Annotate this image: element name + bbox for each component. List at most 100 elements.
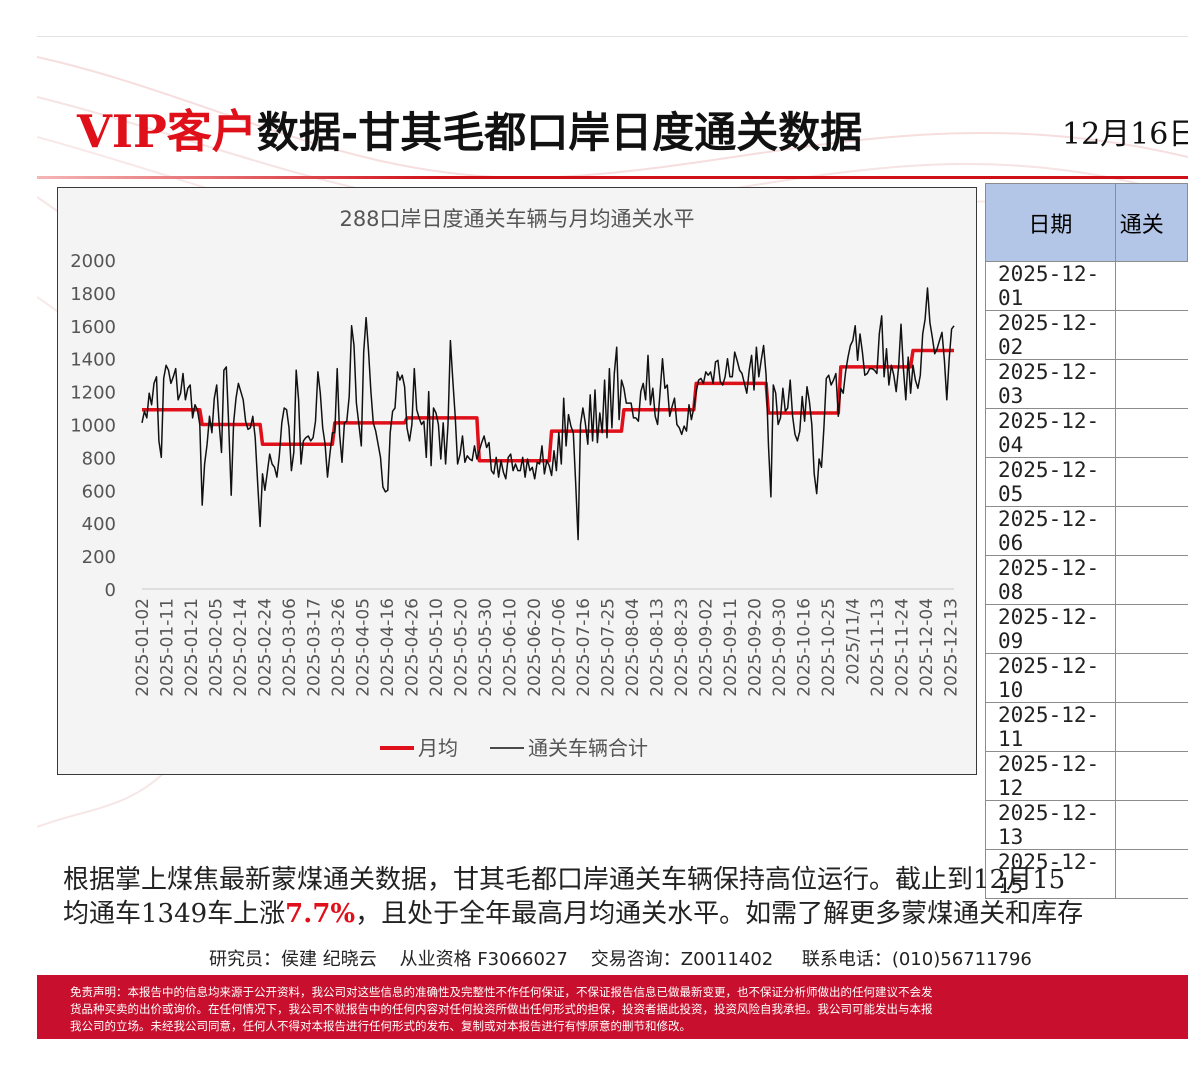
row-date: 2025-12-13 [985, 800, 1116, 850]
legend-label-monthly-avg: 月均 [418, 736, 458, 760]
x-tick-label: 2025-07-06 [550, 598, 570, 697]
x-tick-label: 2025-03-17 [305, 598, 325, 697]
series-line-monthly-avg [142, 348, 954, 463]
row-date: 2025-12-03 [985, 359, 1116, 409]
row-count [1114, 849, 1188, 899]
row-date: 2025-12-01 [985, 261, 1116, 311]
y-tick-label: 400 [82, 514, 116, 535]
y-tick-label: 2000 [70, 251, 116, 272]
line-chart: 288口岸日度通关车辆与月均通关水平 0 200 400 600 800 1000 1200 1… [70, 207, 962, 760]
x-tick-label: 2025-03-26 [329, 598, 349, 697]
disclaimer-line-2: 货品种买卖的出价或询价。在任何情况下，我公司不就报告中的任何内容对任何投资所做出… [70, 1002, 933, 1016]
legend-label-daily-total: 通关车辆合计 [528, 736, 648, 760]
x-tick-label: 2025-07-16 [574, 598, 594, 697]
table-row: 2025-12-13 [985, 800, 1188, 850]
x-tick-label: 2025-01-11 [158, 598, 178, 697]
summary-text-a: 均通车1349车上涨 [63, 899, 286, 929]
row-count [1114, 555, 1188, 605]
y-tick-label: 1000 [70, 416, 116, 437]
x-tick-label: 2025-03-06 [280, 598, 300, 697]
x-tick-label: 2025-12-13 [942, 598, 962, 697]
y-tick-label: 1200 [70, 383, 116, 404]
x-tick-label: 2025-08-23 [672, 598, 692, 697]
customs-table: 日期 通关 2025-12-01 2025-12-02 2025-12-03 2025… [985, 183, 1188, 899]
row-date: 2025-12-02 [985, 310, 1116, 360]
title-rule [37, 176, 1188, 179]
disclaimer-footer: 免责声明：本报告中的信息均来源于公开资料，我公司对这些信息的准确性及完整性不作任… [37, 975, 1188, 1039]
credits-line: 研究员：侯建 纪晓云 从业资格 F3066027 交易咨询：Z0011402 联… [209, 949, 1032, 970]
row-count [1114, 751, 1188, 801]
table-row: 2025-12-01 [985, 261, 1188, 311]
x-tick-label: 2025-09-30 [770, 598, 790, 697]
table-row: 2025-12-09 [985, 604, 1188, 654]
x-tick-label: 2025-07-25 [599, 598, 619, 697]
disclaimer-line-3: 我公司的立场。未经我公司同意，任何人不得对本报告进行任何形式的发布、复制或对本报… [70, 1019, 691, 1033]
x-tick-label: 2025-09-20 [746, 598, 766, 697]
row-count [1114, 359, 1188, 409]
row-count [1114, 457, 1188, 507]
table-row: 2025-12-03 [985, 359, 1188, 409]
chart-title: 288口岸日度通关车辆与月均通关水平 [339, 207, 694, 231]
row-date: 2025-12-11 [985, 702, 1116, 752]
row-date: 2025-12-12 [985, 751, 1116, 801]
row-date: 2025-12-10 [985, 653, 1116, 703]
table-row: 2025-12-04 [985, 408, 1188, 458]
summary-line-1: 根据掌上煤焦最新蒙煤通关数据，甘其毛都口岸通关车辆保持高位运行。截止到12月15 [63, 865, 1066, 895]
x-tick-label: 2025-12-04 [917, 598, 937, 697]
x-tick-label: 2025-08-04 [623, 598, 643, 697]
row-date: 2025-12-04 [985, 408, 1116, 458]
row-date: 2025-12-09 [985, 604, 1116, 654]
x-tick-label: 2025-05-30 [476, 598, 496, 697]
row-date: 2025-12-06 [985, 506, 1116, 556]
x-tick-label: 2025-02-24 [256, 598, 276, 697]
x-tick-label: 2025-08-13 [648, 598, 668, 697]
x-tick-label: 2025-05-10 [427, 598, 447, 697]
row-count [1114, 653, 1188, 703]
x-tick-label: 2025-01-21 [182, 598, 202, 697]
x-tick-label: 2025-04-26 [403, 598, 423, 697]
title-date: 12月16日 [1062, 117, 1188, 152]
x-tick-label: 2025-10-16 [795, 598, 815, 697]
table-row: 2025-12-12 [985, 751, 1188, 801]
table-row: 2025-12-06 [985, 506, 1188, 556]
disclaimer-line-1: 免责声明：本报告中的信息均来源于公开资料，我公司对这些信息的准确性及完整性不作任… [70, 985, 933, 999]
x-tick-label: 2025-02-14 [231, 598, 251, 697]
slide: VIP客户数据-甘其毛都口岸日度通关数据 12月16日 288口岸日度通关车辆与… [37, 36, 1188, 1039]
x-tick-label: 2025-01-02 [133, 598, 153, 697]
y-tick-label: 1400 [70, 350, 116, 371]
table-row: 2025-12-15 [985, 849, 1188, 899]
row-count [1114, 408, 1188, 458]
x-tick-label: 2025-05-20 [452, 598, 472, 697]
row-count [1114, 604, 1188, 654]
y-tick-label: 800 [82, 448, 116, 469]
title-main: 数据-甘其毛都口岸日度通关数据 [256, 108, 863, 157]
table-row: 2025-12-11 [985, 702, 1188, 752]
row-date: 2025-12-05 [985, 457, 1116, 507]
x-tick-label: 2025-06-20 [525, 598, 545, 697]
summary-line-2: 均通车1349车上涨7.7%，且处于全年最高月均通关水平。如需了解更多蒙煤通关和… [63, 897, 1083, 931]
page-title: VIP客户数据-甘其毛都口岸日度通关数据 [77, 95, 862, 160]
table-row: 2025-12-08 [985, 555, 1188, 605]
y-tick-label: 0 [105, 580, 116, 601]
x-tick-label: 2025-09-11 [721, 598, 741, 697]
x-tick-label: 2025-04-16 [378, 598, 398, 697]
title-vip: VIP客户 [77, 105, 257, 158]
table-row: 2025-12-05 [985, 457, 1188, 507]
y-tick-label: 200 [82, 547, 116, 568]
col-header-date: 日期 [985, 183, 1116, 262]
chart-panel: 288口岸日度通关车辆与月均通关水平 0 200 400 600 800 1000 1200 1… [57, 187, 977, 775]
col-header-count: 通关 [1114, 183, 1188, 262]
row-count [1114, 800, 1188, 850]
row-count [1114, 702, 1188, 752]
summary-highlight: 7.7% [285, 899, 356, 929]
row-count [1114, 310, 1188, 360]
row-count [1114, 506, 1188, 556]
x-tick-label: 2025-02-05 [207, 598, 227, 697]
y-tick-label: 1600 [70, 317, 116, 338]
series-line-daily-total [141, 287, 955, 541]
summary-text-b: ，且处于全年最高月均通关水平。如需了解更多蒙煤通关和库存 [355, 899, 1084, 929]
row-count [1114, 261, 1188, 311]
x-tick-label: 2025-11-13 [868, 598, 888, 697]
x-tick-label: 2025/11/4 [844, 598, 864, 685]
x-tick-label: 2025-10-25 [819, 598, 839, 697]
